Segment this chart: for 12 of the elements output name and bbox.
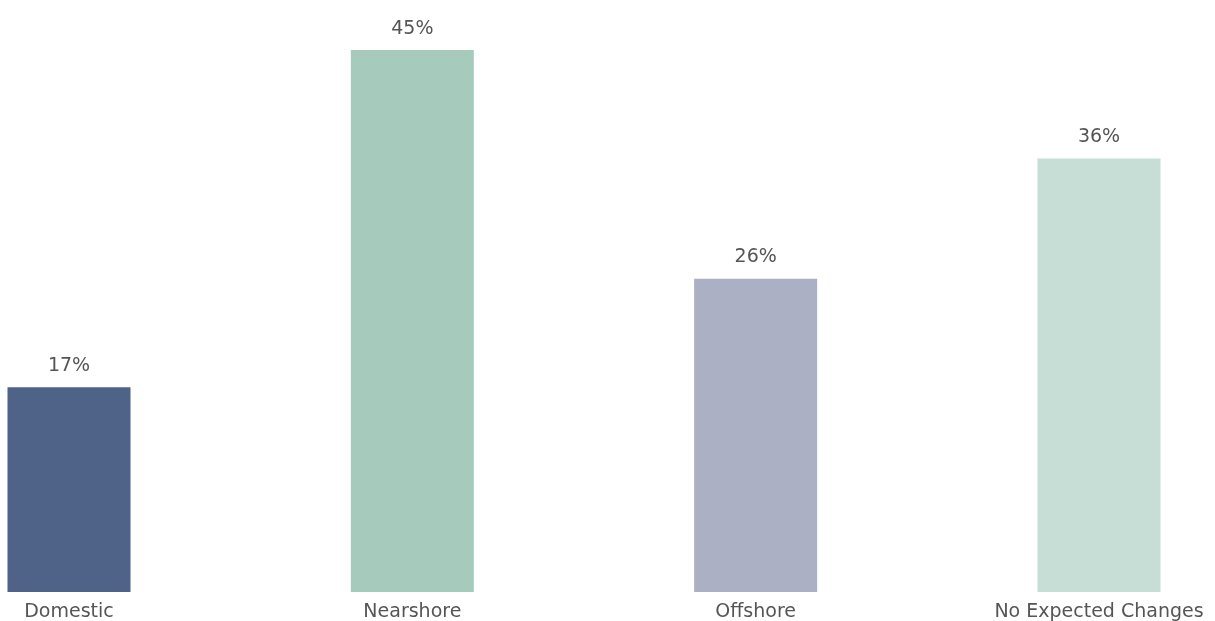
data-label: 36% [1077, 123, 1121, 146]
x-tick-label: Offshore [715, 598, 797, 621]
data-label: 45% [391, 15, 434, 38]
bar [1037, 158, 1161, 592]
x-tick-label: Domestic [24, 598, 114, 621]
x-tick-label: No Expected Changes [994, 598, 1204, 621]
x-tick-label: Nearshore [363, 598, 462, 621]
data-label: 17% [47, 352, 91, 375]
data-label: 26% [734, 244, 777, 267]
bar [694, 278, 818, 592]
bar [7, 387, 131, 592]
bar [350, 50, 474, 592]
